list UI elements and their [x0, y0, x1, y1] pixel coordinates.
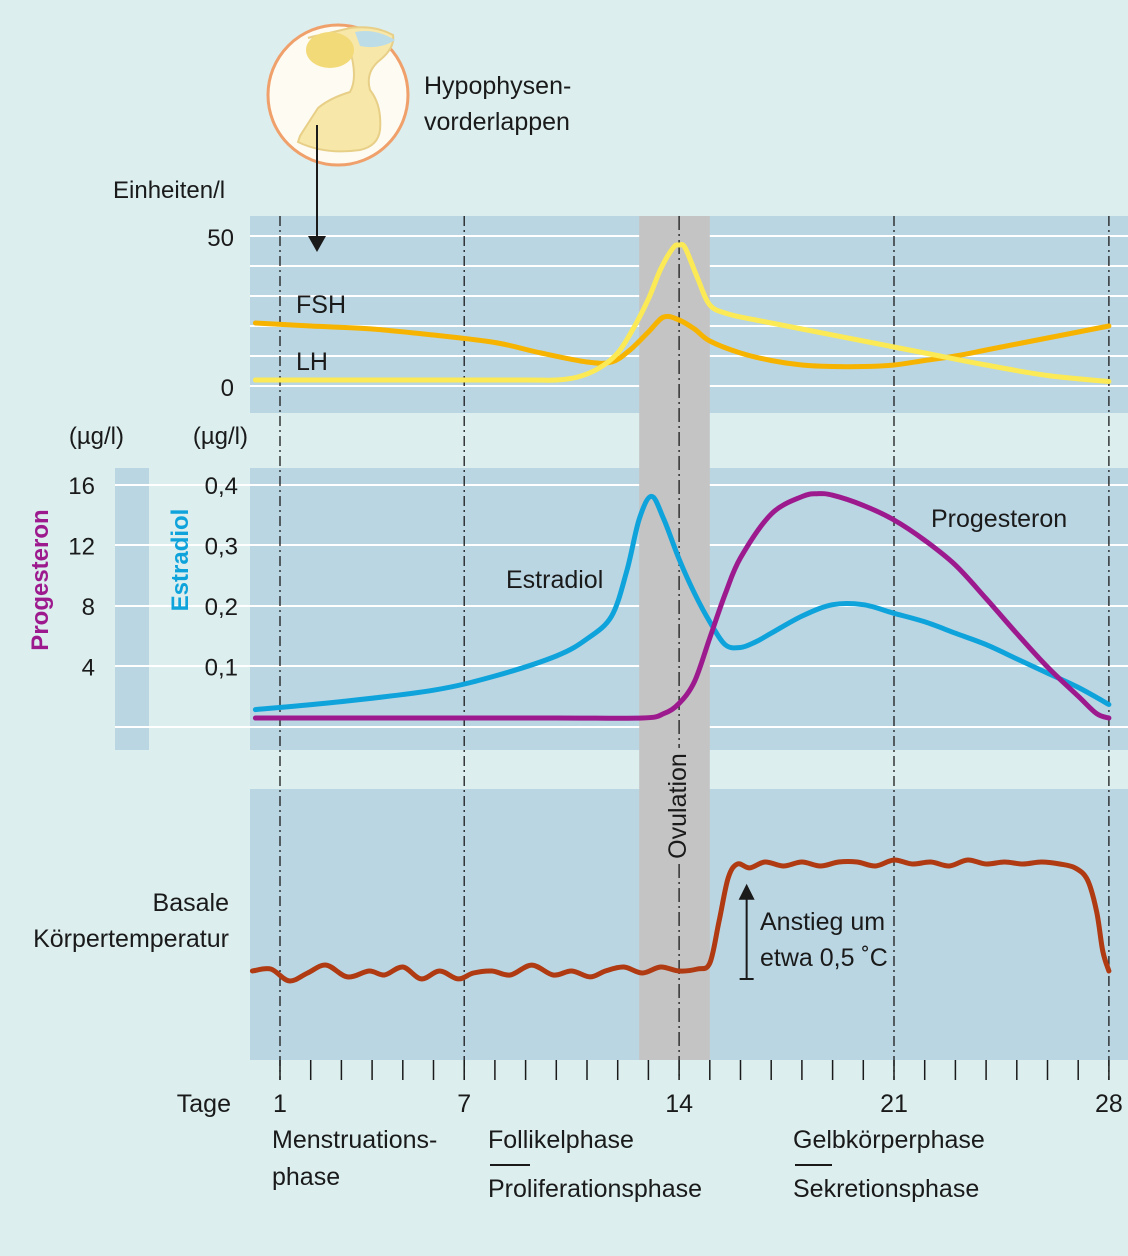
x-axis-ticks: [279, 1060, 1110, 1080]
gon-tick-50: 50: [207, 225, 234, 252]
progesteron-axis-label: Progesteron: [27, 509, 54, 650]
phase-menstruation-line1: Menstruations-: [272, 1126, 437, 1154]
lh-label: LH: [296, 348, 328, 376]
progesteron-tick-16: 16: [68, 473, 95, 500]
x-tick-label-28: 28: [1095, 1090, 1123, 1118]
progesteron-curve-label: Progesteron: [931, 505, 1067, 533]
x-tick-labels: 1 7 14 21 28: [273, 1090, 1123, 1118]
gon-tick-0: 0: [221, 375, 234, 402]
estradiol-ticks: 0,4 0,3 0,2 0,1: [205, 473, 238, 682]
temperature-label-line2: Körpertemperatur: [33, 925, 229, 953]
estradiol-tick-0-4: 0,4: [205, 473, 238, 500]
phase-proliferation: Proliferationsphase: [488, 1175, 702, 1203]
phase-menstruation-line2: phase: [272, 1163, 340, 1191]
series-layer: [249, 241, 1112, 984]
estradiol-tick-0-3: 0,3: [205, 534, 238, 561]
pituitary-label-line1: Hypophysen-: [424, 72, 571, 100]
series-progesteron: [252, 491, 1112, 721]
x-tick-label-7: 7: [457, 1090, 471, 1118]
estradiol-unit: (µg/l): [193, 423, 248, 450]
pituitary-label-line2: vorderlappen: [424, 108, 570, 136]
day-dashed-lines: [279, 216, 1110, 1080]
progesteron-ticks: 16 12 8 4: [68, 473, 95, 682]
series-lh: [252, 241, 1112, 384]
phase-gelbkoerper: Gelbkörperphase: [793, 1126, 985, 1154]
estradiol-axis-label: Estradiol: [167, 509, 194, 612]
progesteron-tick-8: 8: [82, 594, 95, 621]
ovulation-band: [639, 216, 710, 1060]
x-tick-label-1: 1: [273, 1090, 287, 1118]
estradiol-curve-label: Estradiol: [506, 566, 603, 594]
series-temperature: [249, 857, 1112, 984]
progesteron-unit: (µg/l): [69, 423, 124, 450]
phase-sekretion: Sekretionsphase: [793, 1175, 979, 1203]
annotation-line1: Anstieg um: [760, 908, 885, 936]
estradiol-tick-0-2: 0,2: [205, 594, 238, 621]
series-estradiol: [252, 493, 1112, 713]
temperature-label-line1: Basale: [153, 889, 229, 917]
temperature-rise-annotation: [738, 883, 755, 980]
progesteron-axis-panel: [115, 468, 149, 750]
series-fsh: [252, 313, 1112, 370]
x-tick-label-14: 14: [665, 1090, 693, 1118]
ovulation-label: Ovulation: [664, 753, 692, 859]
phase-follikel: Follikelphase: [488, 1126, 634, 1154]
pituitary-gland-icon: [266, 23, 410, 167]
annotation-line2: etwa 0,5 ˚C: [760, 944, 888, 972]
fsh-label: FSH: [296, 291, 346, 319]
pituitary-arrow-head: [308, 236, 326, 252]
x-axis-label: Tage: [177, 1090, 231, 1118]
einheiten-axis-label: Einheiten/l: [113, 177, 225, 204]
ovulation-label-bg: [660, 748, 696, 864]
progesteron-tick-4: 4: [82, 655, 95, 682]
x-tick-label-21: 21: [880, 1090, 908, 1118]
estradiol-tick-0-1: 0,1: [205, 655, 238, 682]
progesteron-tick-12: 12: [68, 534, 95, 561]
annotation-arrow-head: [738, 883, 755, 900]
